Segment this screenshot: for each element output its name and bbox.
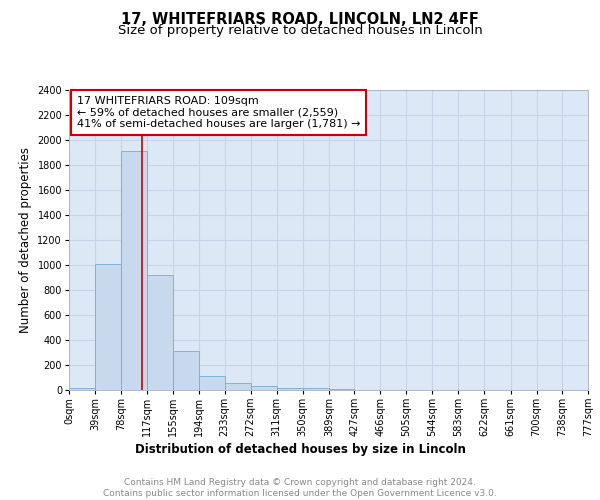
Text: Distribution of detached houses by size in Lincoln: Distribution of detached houses by size … [134, 442, 466, 456]
Bar [69, 388, 95, 390]
Bar [147, 275, 173, 390]
Bar [224, 383, 251, 390]
Bar [173, 350, 199, 390]
Text: Contains HM Land Registry data © Crown copyright and database right 2024.
Contai: Contains HM Land Registry data © Crown c… [103, 478, 497, 498]
Text: 17, WHITEFRIARS ROAD, LINCOLN, LN2 4FF: 17, WHITEFRIARS ROAD, LINCOLN, LN2 4FF [121, 12, 479, 28]
Bar [277, 388, 303, 390]
Text: Size of property relative to detached houses in Lincoln: Size of property relative to detached ho… [118, 24, 482, 37]
Bar [95, 264, 121, 390]
Bar [303, 388, 329, 390]
Text: 17 WHITEFRIARS ROAD: 109sqm
← 59% of detached houses are smaller (2,559)
41% of : 17 WHITEFRIARS ROAD: 109sqm ← 59% of det… [77, 96, 360, 129]
Bar [199, 376, 224, 390]
Y-axis label: Number of detached properties: Number of detached properties [19, 147, 32, 333]
Bar [251, 386, 277, 390]
Bar [121, 151, 147, 390]
